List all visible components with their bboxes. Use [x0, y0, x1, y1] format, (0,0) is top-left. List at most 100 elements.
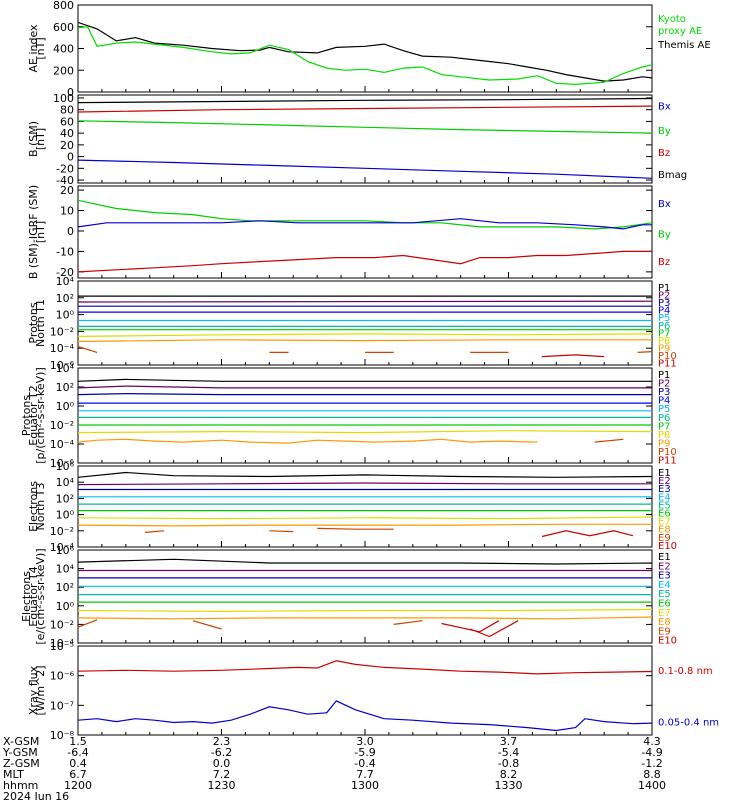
y-tick-label: 200 [53, 64, 74, 77]
panel-frame [77, 185, 653, 279]
y-tick-label: 10⁻⁶ [50, 670, 75, 683]
series-line-e9 [393, 620, 423, 625]
series-line-p10 [637, 351, 652, 353]
footer-value: 1300 [351, 779, 379, 792]
legend-entry: proxy AE [658, 26, 702, 37]
y-tick-label: 0 [67, 225, 74, 238]
y-tick-label: 10⁻⁴ [50, 342, 75, 355]
footer-value: -5.9 [354, 746, 375, 759]
footer-row-label: Y-GSM [2, 746, 38, 759]
series-line-bz [78, 105, 652, 113]
y-tick-label: 600 [53, 21, 74, 34]
series-line-p9 [78, 339, 652, 343]
y-axis-label: [nT] [34, 128, 47, 150]
series-line-0-1-0-8-nm [78, 660, 652, 675]
series-line-p2 [78, 300, 652, 303]
y-axis-label: North T1 [34, 299, 47, 347]
footer-value: 7.2 [213, 768, 231, 781]
footer-value: 4.3 [643, 735, 661, 748]
series-line-e9 [78, 619, 98, 628]
panel-frame [77, 465, 653, 548]
y-tick-label: 10⁰ [56, 400, 75, 413]
footer-value: -5.4 [498, 746, 519, 759]
footer-date: 2024 Jun 16 [3, 790, 69, 800]
legend-entry: E1 [658, 552, 671, 563]
y-tick-label: 10 [60, 205, 74, 218]
legend-entry: E2 [658, 561, 671, 572]
series-line-e1 [78, 471, 652, 478]
y-tick-label: 10⁻² [50, 618, 74, 631]
panel-frame [77, 4, 653, 93]
series-line-p8 [78, 333, 652, 337]
legend-entry: P11 [658, 456, 677, 467]
legend-entry: P4 [658, 396, 670, 407]
y-axis-label: [nT] [34, 37, 47, 59]
legend-entry: E10 [658, 541, 677, 552]
y-tick-label: 10² [56, 292, 74, 305]
y-tick-label: -20 [56, 162, 74, 175]
footer-value: -4.9 [641, 746, 662, 759]
y-tick-label: 400 [53, 43, 74, 56]
legend-entry: Bx [658, 101, 671, 112]
y-tick-label: 800 [53, 0, 74, 12]
legend-entry: P3 [658, 387, 670, 398]
footer-value: 3.7 [500, 735, 518, 748]
legend-entry: P6 [658, 321, 670, 332]
y-tick-label: 10⁻⁴ [50, 438, 75, 451]
legend-entry: E3 [658, 484, 671, 495]
y-tick-label: 10⁻⁷ [50, 699, 74, 712]
y-tick-label: 10⁻⁴ [50, 541, 75, 554]
legend-entry: P10 [658, 447, 677, 458]
series-line-e9 [192, 620, 222, 630]
series-line-e10 [469, 620, 519, 638]
y-tick-label: 10⁻⁶ [50, 457, 75, 470]
legend-entry: P7 [658, 328, 670, 339]
footer-value: 8.2 [500, 768, 518, 781]
footer-row-label: Z-GSM [3, 757, 40, 770]
panel-frame [77, 367, 653, 464]
series-line-e8 [78, 616, 652, 620]
y-tick-label: 20 [60, 139, 74, 152]
y-tick-label: 10⁻² [50, 525, 74, 538]
footer-value: -6.2 [211, 746, 232, 759]
y-tick-label: 10² [56, 381, 74, 394]
series-line-e1 [78, 558, 652, 565]
legend-entry: Bmag [658, 170, 687, 181]
y-axis-label: B (SM)-IGRF (SM) [27, 185, 40, 279]
legend-entry: 0.1-0.8 nm [658, 666, 713, 677]
legend-entry: E8 [658, 525, 671, 536]
panel-bsmigrf: 20 10 0 -10 -20 B (SM)-IGRF (SM)[nT] Bx By Bz [27, 184, 671, 279]
legend-entry: P7 [658, 421, 670, 432]
legend-entry: E9 [658, 533, 671, 544]
panel-xray: 10⁻⁵ 10⁻⁶ 10⁻⁷ 10⁻⁸ Xray flux[W/m^2] 0.1-0.8 … [27, 640, 719, 742]
series-line-bx [78, 218, 652, 230]
y-axis-label: Equator T4 [27, 566, 40, 626]
y-tick-label: 40 [60, 127, 74, 140]
series-line-p10 [594, 438, 624, 443]
footer-value: 7.7 [356, 768, 374, 781]
legend-entry: E7 [658, 608, 671, 619]
y-tick-label: -40 [56, 174, 74, 187]
legend-entry: Bz [658, 148, 670, 159]
footer-value: 8.8 [643, 768, 661, 781]
legend-entry: E5 [658, 589, 671, 600]
y-tick-label: 10⁻⁴ [50, 637, 75, 650]
legend-entry: Bx [658, 199, 671, 210]
series-line-e9 [144, 530, 165, 533]
legend-entry: P2 [658, 379, 670, 390]
legend-entry: P10 [658, 351, 677, 362]
y-axis-label: [e/(cm²-s-sr-keV)] [34, 548, 47, 644]
legend-entry: E1 [658, 468, 671, 479]
y-axis-label: Protons [20, 395, 33, 436]
legend-entry: Bz [658, 257, 670, 268]
series-line-p3 [78, 392, 652, 396]
legend-entry: P2 [658, 291, 670, 302]
legend-entry: P6 [658, 413, 670, 424]
y-tick-label: 10⁰ [56, 509, 75, 522]
series-line-e10 [541, 530, 634, 538]
legend-entry: By [658, 229, 671, 240]
footer-value: 1.5 [69, 735, 87, 748]
